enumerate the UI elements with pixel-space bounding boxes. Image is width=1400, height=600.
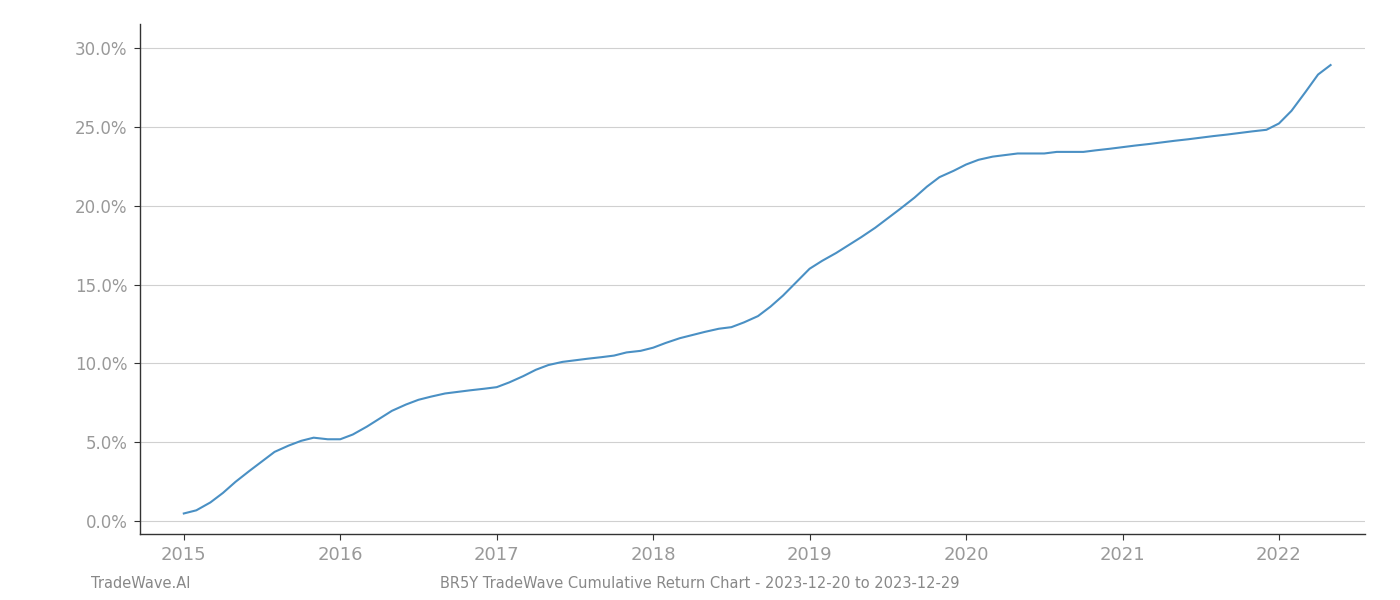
Text: TradeWave.AI: TradeWave.AI <box>91 576 190 591</box>
Text: BR5Y TradeWave Cumulative Return Chart - 2023-12-20 to 2023-12-29: BR5Y TradeWave Cumulative Return Chart -… <box>440 576 960 591</box>
